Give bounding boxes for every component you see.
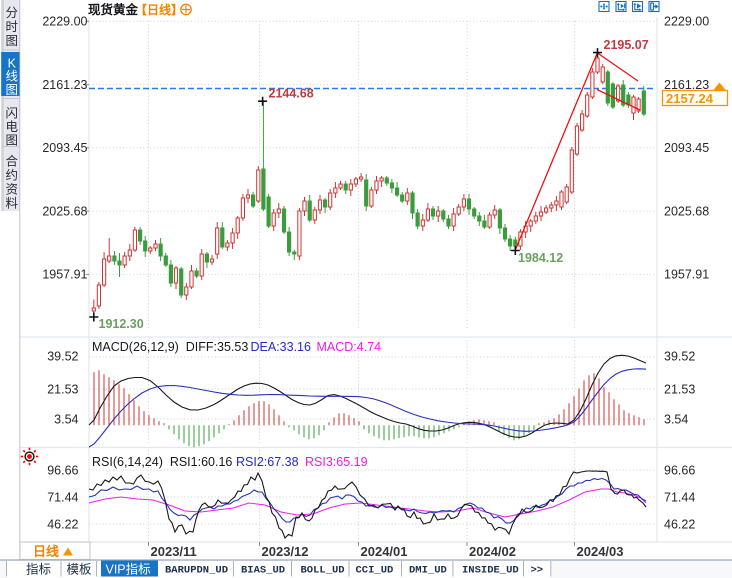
svg-text:指标: 指标	[26, 562, 51, 577]
svg-text:1957.91: 1957.91	[42, 268, 87, 282]
svg-text:RSI3:65.19: RSI3:65.19	[305, 455, 368, 469]
svg-text:图: 图	[6, 83, 19, 97]
svg-text:46.22: 46.22	[664, 517, 695, 531]
svg-text:K: K	[8, 57, 17, 71]
svg-text:2024/01: 2024/01	[361, 544, 408, 559]
svg-text:【日线】: 【日线】	[135, 2, 183, 17]
svg-text:2157.24: 2157.24	[666, 91, 714, 106]
svg-text:1957.91: 1957.91	[664, 268, 709, 282]
svg-text:RSI2:67.38: RSI2:67.38	[236, 455, 299, 469]
svg-text:时: 时	[6, 20, 19, 34]
svg-text:2093.45: 2093.45	[664, 141, 709, 155]
svg-text:2024/02: 2024/02	[469, 544, 516, 559]
svg-text:96.66: 96.66	[47, 463, 78, 477]
svg-text:图: 图	[6, 134, 19, 148]
svg-text:RSI(6,14,24) RSI1:60.16: RSI(6,14,24) RSI1:60.16	[92, 455, 232, 469]
svg-text:日线: 日线	[33, 544, 59, 559]
svg-text:2161.23: 2161.23	[42, 78, 87, 92]
svg-text:资: 资	[6, 183, 19, 197]
svg-text:2023/11: 2023/11	[151, 544, 197, 559]
svg-text:BIAS_UD: BIAS_UD	[241, 565, 285, 577]
svg-text:BARUPDN_UD: BARUPDN_UD	[165, 565, 228, 577]
svg-text:3.54: 3.54	[664, 412, 688, 426]
svg-text:2023/12: 2023/12	[262, 544, 309, 559]
svg-text:2024/03: 2024/03	[577, 544, 624, 559]
svg-text:71.44: 71.44	[47, 490, 78, 504]
svg-text:1912.30: 1912.30	[99, 317, 144, 331]
svg-text:3.54: 3.54	[54, 412, 78, 426]
svg-text:2025.68: 2025.68	[42, 204, 87, 218]
svg-text:2144.68: 2144.68	[269, 87, 314, 101]
svg-text:46.22: 46.22	[47, 517, 78, 531]
svg-text:2229.00: 2229.00	[42, 15, 87, 29]
svg-text:96.66: 96.66	[664, 463, 695, 477]
svg-text:料: 料	[6, 197, 19, 211]
svg-text:模板: 模板	[67, 563, 93, 577]
svg-text:2025.68: 2025.68	[664, 204, 709, 218]
svg-text:DEA:33.16: DEA:33.16	[251, 340, 312, 354]
svg-text:39.52: 39.52	[664, 349, 695, 363]
svg-text:39.52: 39.52	[47, 349, 78, 363]
svg-text:图: 图	[6, 34, 19, 48]
svg-text:2161.23: 2161.23	[664, 78, 709, 92]
svg-text:闪: 闪	[6, 107, 19, 121]
svg-text:合: 合	[6, 154, 19, 169]
svg-text:>>: >>	[531, 565, 544, 577]
svg-text:现货黄金: 现货黄金	[88, 2, 139, 17]
svg-text:电: 电	[6, 120, 19, 134]
svg-text:2093.45: 2093.45	[42, 141, 87, 155]
svg-text:BOLL_UD: BOLL_UD	[301, 565, 345, 577]
svg-text:21.53: 21.53	[664, 382, 695, 396]
svg-text:2229.00: 2229.00	[664, 15, 709, 29]
svg-text:21.53: 21.53	[47, 382, 78, 396]
svg-text:MACD:4.74: MACD:4.74	[317, 340, 382, 354]
svg-text:CCI_UD: CCI_UD	[356, 565, 394, 577]
svg-text:1984.12: 1984.12	[518, 251, 563, 265]
svg-text:约: 约	[6, 168, 19, 183]
svg-text:INSIDE_UD: INSIDE_UD	[462, 565, 519, 577]
svg-text:VIP指标: VIP指标	[106, 562, 151, 577]
svg-text:71.44: 71.44	[664, 490, 695, 504]
svg-text:分: 分	[6, 6, 19, 20]
svg-text:MACD(26,12,9) DIFF:35.53: MACD(26,12,9) DIFF:35.53	[92, 340, 248, 354]
svg-text:2195.07: 2195.07	[604, 38, 649, 52]
svg-text:DMI_UD: DMI_UD	[409, 565, 447, 577]
svg-text:线: 线	[6, 70, 19, 84]
